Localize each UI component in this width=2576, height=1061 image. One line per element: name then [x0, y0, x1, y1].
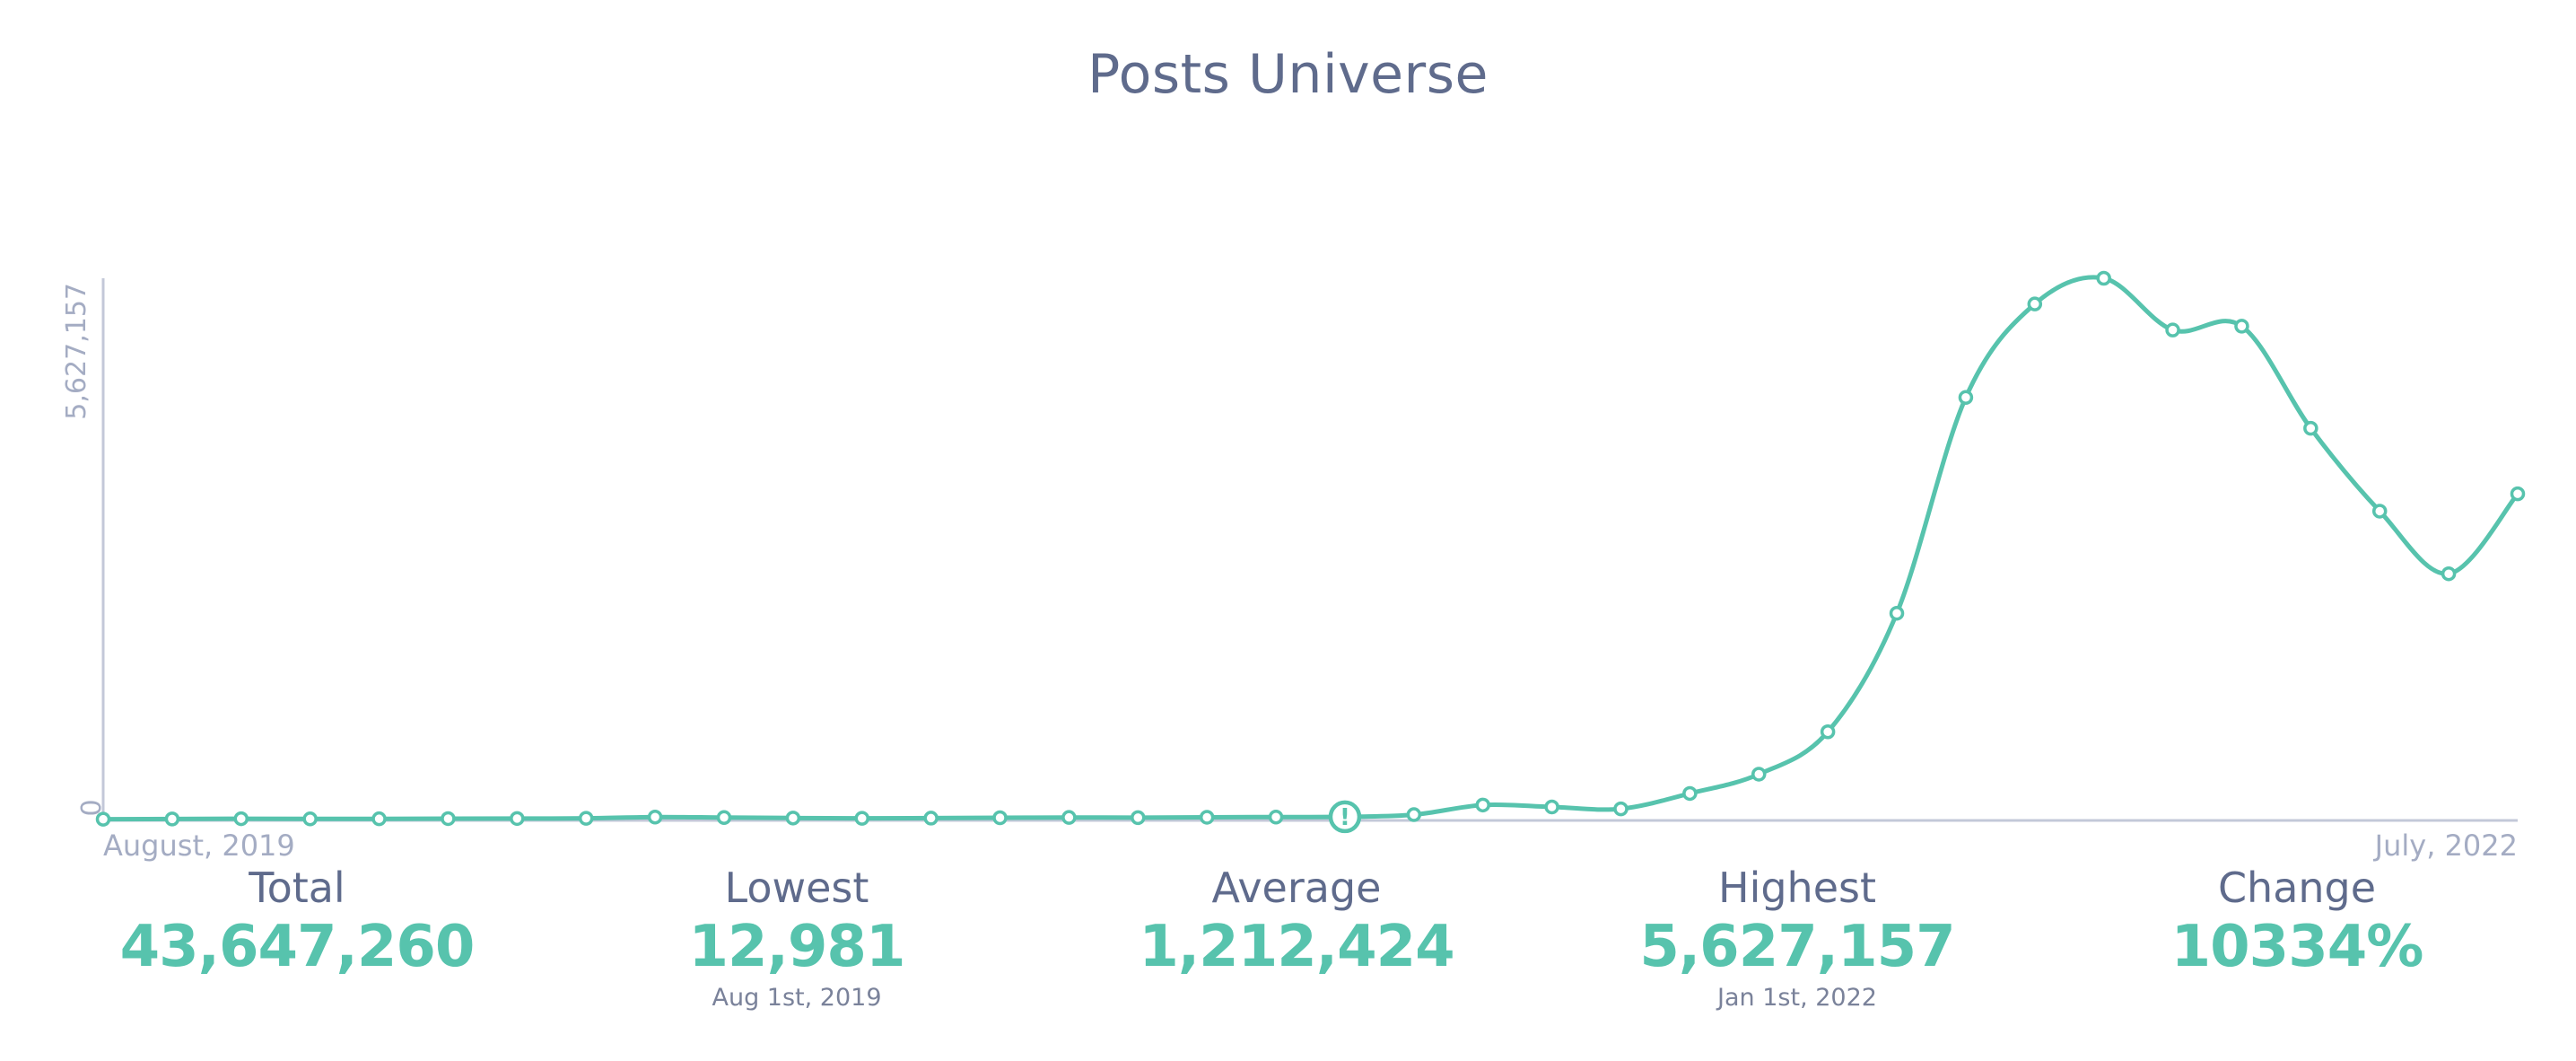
stat-total: Total 43,647,260	[73, 862, 521, 980]
data-point[interactable]	[510, 811, 525, 827]
stat-change: Change 10334%	[2073, 862, 2521, 980]
stat-change-value: 10334%	[2170, 914, 2424, 980]
x-start-label: August, 2019	[103, 829, 295, 862]
data-point[interactable]	[371, 811, 387, 827]
stat-highest-date: Jan 1st, 2022	[1717, 984, 1877, 1012]
stat-lowest: Lowest 12,981 Aug 1st, 2019	[572, 862, 1021, 1016]
stat-average: Average 1,212,424	[1072, 862, 1521, 980]
data-point[interactable]	[302, 811, 318, 827]
stat-highest-label: Highest	[1717, 864, 1877, 912]
x-end-label: July, 2022	[2373, 829, 2518, 862]
data-point[interactable]	[2371, 504, 2388, 519]
data-point[interactable]	[1131, 810, 1146, 826]
data-point[interactable]	[1682, 785, 1698, 802]
stat-average-value: 1,212,424	[1139, 914, 1454, 980]
data-point[interactable]	[1406, 807, 1422, 822]
stat-lowest-label: Lowest	[724, 864, 869, 912]
data-point[interactable]	[1751, 767, 1767, 782]
data-point[interactable]	[992, 810, 1008, 826]
data-point[interactable]	[854, 811, 869, 826]
data-point[interactable]	[1613, 801, 1629, 817]
stat-total-value: 43,647,260	[119, 914, 476, 980]
data-point[interactable]	[578, 811, 594, 826]
data-point[interactable]	[1958, 390, 1974, 406]
stat-highest: Highest 5,627,157 Jan 1st, 2022	[1573, 862, 2022, 1016]
highlight-marker[interactable]: !	[1328, 800, 1362, 834]
data-point[interactable]	[647, 809, 663, 825]
highlight-exclamation-icon: !	[1340, 804, 1350, 831]
stat-average-label: Average	[1211, 864, 1382, 912]
data-point[interactable]	[785, 811, 801, 826]
data-point[interactable]	[1475, 797, 1490, 813]
y-tick-label-max: 5,627,157	[61, 283, 92, 420]
data-point[interactable]	[923, 811, 939, 826]
stat-lowest-date: Aug 1st, 2019	[712, 984, 882, 1012]
data-points	[95, 270, 2526, 827]
data-point[interactable]	[1268, 809, 1284, 825]
line-chart: 5,627,157 0 August, 2019 July, 2022 !	[61, 270, 2526, 862]
stats-row: Total 43,647,260 Lowest 12,981 Aug 1st, …	[0, 862, 2576, 1041]
data-point[interactable]	[95, 811, 111, 827]
chart-title: Posts Universe	[1087, 43, 1489, 106]
data-point[interactable]	[441, 811, 456, 827]
data-point[interactable]	[1199, 810, 1215, 825]
data-point[interactable]	[1544, 799, 1559, 815]
data-point[interactable]	[1889, 605, 1905, 621]
stat-change-label: Change	[2217, 864, 2377, 912]
data-point[interactable]	[1820, 724, 1836, 740]
data-point[interactable]	[164, 811, 180, 827]
stat-highest-value: 5,627,157	[1639, 914, 1955, 980]
data-point[interactable]	[1061, 810, 1077, 825]
stat-total-label: Total	[249, 864, 345, 912]
y-tick-label-zero: 0	[76, 799, 108, 816]
data-point[interactable]	[2027, 296, 2043, 311]
data-point[interactable]	[2510, 486, 2526, 502]
data-point[interactable]	[2096, 270, 2111, 286]
data-point[interactable]	[2303, 420, 2318, 436]
data-point[interactable]	[2165, 322, 2180, 338]
highlight-point[interactable]	[1328, 800, 1362, 834]
series-line	[100, 275, 2520, 822]
stat-lowest-value: 12,981	[688, 914, 906, 980]
data-point[interactable]	[716, 810, 732, 826]
data-point[interactable]	[233, 811, 249, 827]
data-point[interactable]	[2234, 319, 2249, 334]
data-point[interactable]	[2441, 566, 2457, 582]
